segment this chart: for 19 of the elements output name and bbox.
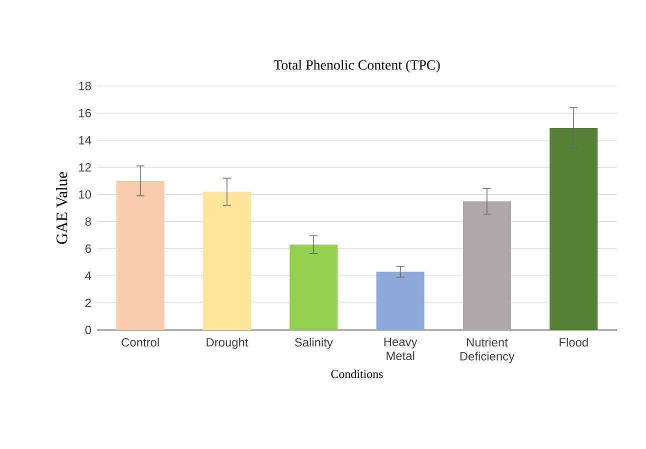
y-tick-label: 18 [79,82,91,90]
y-tick-label: 12 [79,163,91,172]
y-tick-label: 8 [85,217,91,226]
y-tick-label: 14 [79,136,92,144]
x-tick-label: Salinity [294,338,333,349]
x-tick-label: Heavy Metal [384,338,418,360]
x-tick-label: Control [122,338,159,347]
y-tick-label: 0 [85,326,92,334]
chart-title: Total Phenolic Content (TPC) [274,60,440,72]
y-tick-label: 10 [79,190,92,199]
y-tick-label: 16 [79,108,91,118]
x-tick-label: Flood [560,338,588,347]
x-tick-label: Drought [206,338,248,349]
x-axis-title: Conditions [331,370,383,378]
y-tick-label: 2 [85,298,91,308]
y-axis-title: GAE Value [56,172,68,244]
y-tick-label: 6 [85,244,91,253]
y-tick-label: 4 [85,272,92,280]
x-tick-label: Nutrient Deficiency [460,338,515,363]
